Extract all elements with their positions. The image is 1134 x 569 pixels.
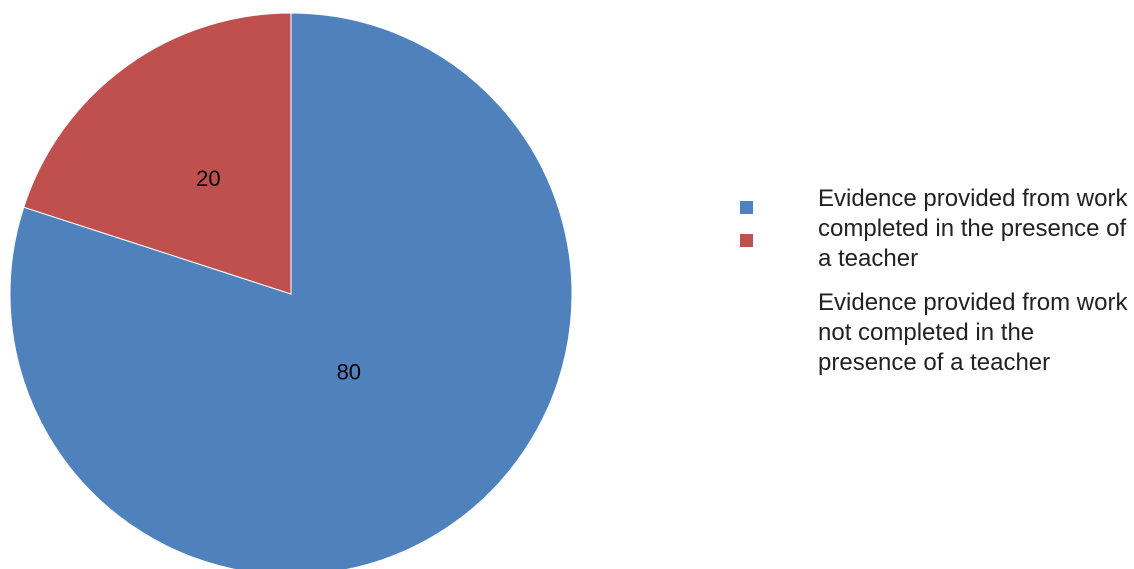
pie-slice-2: [23, 12, 292, 295]
legend: Evidence provided from work completed in…: [736, 184, 1128, 378]
legend-label: Evidence provided from work not complete…: [818, 289, 1128, 376]
pie-data-label-2: 20: [196, 166, 220, 191]
legend-item-completed-with-teacher: Evidence provided from work completed in…: [736, 184, 1128, 274]
pie-data-label-1: 80: [337, 359, 361, 384]
legend-item-not-completed-with-teacher: Evidence provided from work not complete…: [736, 234, 1128, 378]
legend-swatch-red: [740, 234, 753, 247]
legend-label: Evidence provided from work completed in…: [818, 185, 1128, 272]
pie-data-labels: 80 20: [196, 166, 361, 384]
pie-slices: [9, 12, 573, 569]
legend-swatch-blue: [740, 201, 753, 214]
